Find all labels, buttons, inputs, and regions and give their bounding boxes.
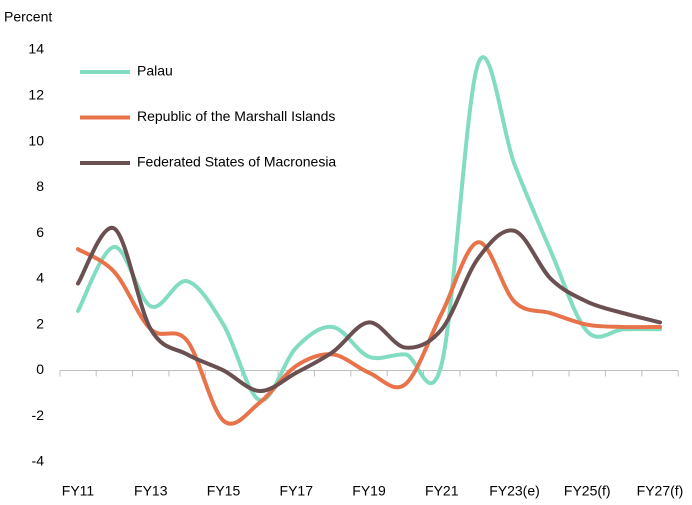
series-line	[76, 240, 662, 426]
y-tick-label: 10	[28, 132, 44, 148]
legend-label: Republic of the Marshall Islands	[137, 108, 335, 124]
y-tick-label: 0	[36, 361, 44, 377]
y-axis-label: Percent	[4, 9, 52, 25]
series-line	[76, 55, 662, 403]
x-tick-label: FY11	[62, 483, 95, 499]
legend-label: Palau	[137, 63, 173, 79]
y-tick-label: -4	[32, 453, 45, 469]
x-tick-label: FY13	[134, 483, 168, 499]
y-tick-label: 12	[28, 86, 44, 102]
x-tick-label: FY17	[280, 483, 314, 499]
y-tick-label: 6	[36, 224, 44, 240]
y-tick-label: -2	[32, 407, 45, 423]
x-tick-label: FY25(f)	[564, 483, 611, 499]
legend-label: Federated States of Macronesia	[137, 154, 336, 170]
series-line	[76, 225, 662, 394]
y-tick-label: 14	[28, 41, 44, 57]
x-tick-label: FY23(e)	[489, 483, 540, 499]
x-tick-label: FY19	[352, 483, 386, 499]
x-tick-label: FY15	[207, 483, 241, 499]
y-tick-label: 8	[36, 178, 44, 194]
x-tick-label: FY27(f)	[637, 483, 684, 499]
y-tick-label: 2	[36, 315, 44, 331]
y-tick-label: 4	[36, 270, 44, 286]
x-tick-label: FY21	[425, 483, 459, 499]
